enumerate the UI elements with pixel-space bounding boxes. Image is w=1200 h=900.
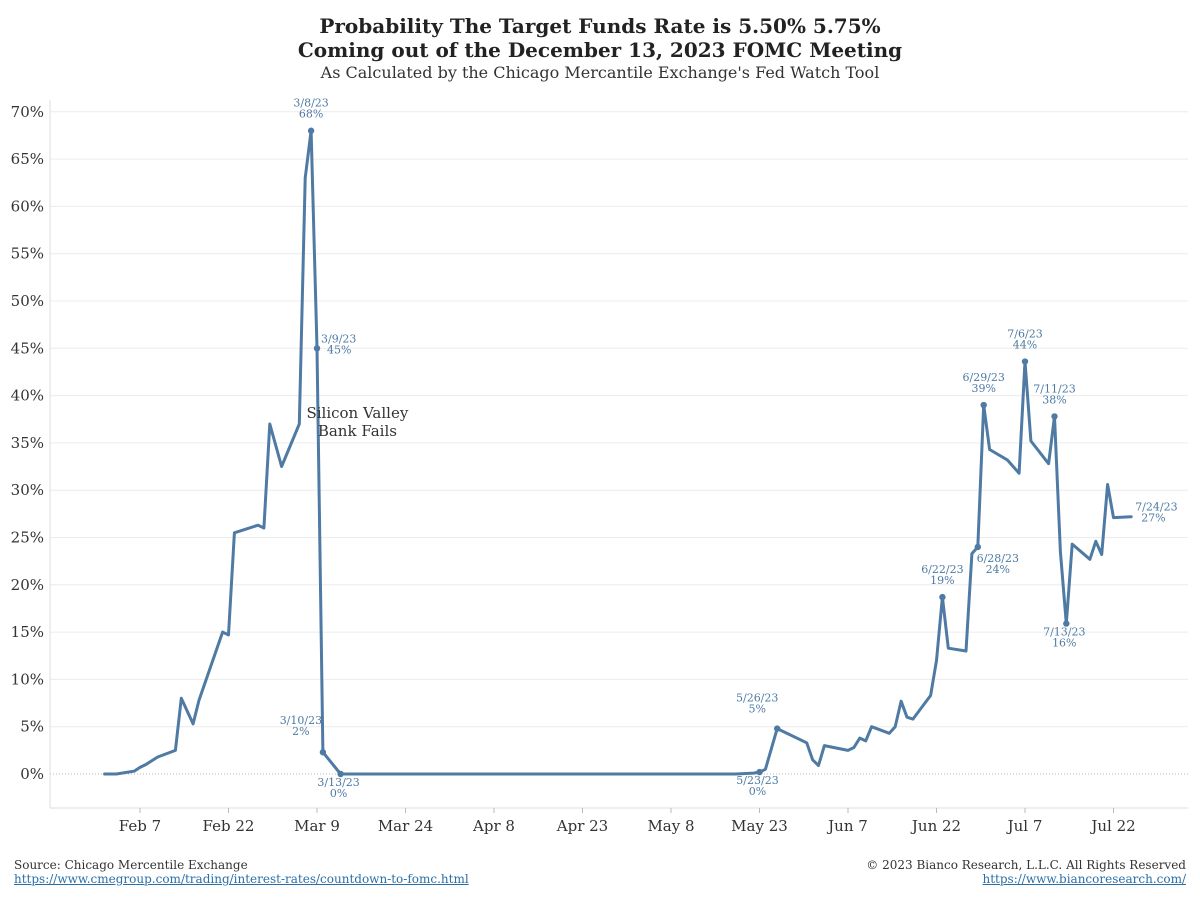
callout-value-label: 39% xyxy=(971,382,995,395)
callout-value-label: 0% xyxy=(749,785,766,798)
callout-value-label: 45% xyxy=(327,343,351,356)
y-tick-label: 40% xyxy=(11,387,44,405)
x-tick-label: Apr 8 xyxy=(472,817,515,835)
callout-date-label: 5/23/23 xyxy=(736,774,778,787)
y-tick-label: 45% xyxy=(11,339,44,357)
y-tick-label: 60% xyxy=(11,197,44,215)
callout-date-label: 3/9/23 xyxy=(321,332,356,345)
annotation-text-line2: Bank Fails xyxy=(318,422,397,440)
callout-date-label: 3/13/23 xyxy=(317,776,359,789)
callout-value-label: 27% xyxy=(1141,512,1165,525)
axes: 0% 5% 10% 15% 20% 25% 30% 35% 40% 45% 50% 55% 60% 65%… xyxy=(11,100,1188,835)
x-tick-label: Jun 22 xyxy=(910,817,961,835)
data-point-marker xyxy=(756,768,763,776)
data-point-marker xyxy=(1021,358,1029,365)
y-tick-label: 10% xyxy=(11,670,44,688)
callout-value-label: 5% xyxy=(748,703,765,716)
data-point-marker xyxy=(980,401,987,409)
x-tick-label: Feb 7 xyxy=(119,817,161,835)
y-tick-label: 5% xyxy=(20,718,44,736)
data-point-marker xyxy=(1063,620,1070,627)
grid-lines xyxy=(50,111,1188,775)
y-tick-label: 70% xyxy=(11,103,44,121)
data-point-marker xyxy=(774,725,781,732)
y-tick-label: 0% xyxy=(20,765,44,783)
x-tick-label: Mar 24 xyxy=(378,817,433,835)
data-point-marker xyxy=(319,749,327,756)
annotation-text-line1: Silicon Valley xyxy=(306,404,408,422)
callout-value-label: 24% xyxy=(986,563,1010,576)
callout-date-label: 6/29/23 xyxy=(962,371,1004,384)
chart-titles: Probability The Target Funds Rate is 5.5… xyxy=(0,14,1200,84)
copyright-text: © 2023 Bianco Research, L.L.C. All Right… xyxy=(866,858,1186,872)
y-tick-label: 15% xyxy=(11,623,44,641)
point-markers xyxy=(307,127,1070,778)
callout-date-label: 6/22/23 xyxy=(921,563,963,576)
callout-date-label: 3/10/23 xyxy=(280,714,322,727)
y-tick-label: 65% xyxy=(11,150,44,168)
series-line xyxy=(103,129,1133,776)
callout-value-label: 38% xyxy=(1042,393,1066,406)
x-tick-label: May 8 xyxy=(647,817,694,835)
data-point-marker xyxy=(939,593,946,601)
callout-date-label: 6/28/23 xyxy=(977,552,1019,565)
callout-value-label: 44% xyxy=(1013,339,1037,352)
y-tick-label: 50% xyxy=(11,292,44,310)
callout-date-label: 7/24/23 xyxy=(1135,501,1177,514)
chart-subtitle: As Calculated by the Chicago Mercantile … xyxy=(320,63,880,82)
callout-labels: 3/8/2368%3/9/2345%3/10/232%3/13/230%5/26… xyxy=(280,97,1178,800)
website-link[interactable]: https://www.biancoresearch.com/ xyxy=(982,872,1186,886)
data-point-marker xyxy=(307,127,315,134)
footer-copyright: © 2023 Bianco Research, L.L.C. All Right… xyxy=(866,858,1186,886)
series-line-layer xyxy=(103,129,1133,776)
data-point-marker xyxy=(313,345,321,352)
data-point-marker xyxy=(337,770,344,778)
y-tick-label: 30% xyxy=(11,481,44,499)
y-tick-label: 20% xyxy=(11,576,44,594)
x-tick-label: May 23 xyxy=(731,817,788,835)
y-tick-label: 25% xyxy=(11,529,44,547)
y-tick-label: 55% xyxy=(11,245,44,263)
x-tick-label: Jul 7 xyxy=(1006,817,1043,835)
callout-date-label: 5/26/23 xyxy=(736,692,778,705)
x-tick-label: Apr 23 xyxy=(556,817,608,835)
callout-value-label: 2% xyxy=(292,725,309,738)
callout-value-label: 16% xyxy=(1052,637,1076,650)
callout-date-label: 7/11/23 xyxy=(1033,382,1075,395)
x-tick-label: Jul 22 xyxy=(1089,817,1135,835)
chart-title-line2: Coming out of the December 13, 2023 FOMC… xyxy=(297,38,903,62)
source-text: Source: Chicago Mercentile Exchange xyxy=(14,858,248,872)
x-tick-label: Jun 7 xyxy=(826,817,868,835)
data-point-marker xyxy=(974,543,981,551)
callout-value-label: 68% xyxy=(299,108,323,121)
data-point-marker xyxy=(1051,413,1058,420)
callout-date-label: 3/8/23 xyxy=(293,97,328,110)
chart-title-line1: Probability The Target Funds Rate is 5.5… xyxy=(319,14,881,38)
callout-value-label: 0% xyxy=(330,787,347,800)
source-link[interactable]: https://www.cmegroup.com/trading/interes… xyxy=(14,872,469,886)
callout-date-label: 7/6/23 xyxy=(1007,328,1042,341)
callout-value-label: 19% xyxy=(930,574,954,587)
x-tick-label: Feb 22 xyxy=(203,817,255,835)
footer-source: Source: Chicago Mercentile Exchange http… xyxy=(14,858,469,886)
y-tick-label: 35% xyxy=(11,434,44,452)
x-tick-label: Mar 9 xyxy=(294,817,340,835)
callout-date-label: 7/13/23 xyxy=(1043,626,1085,639)
